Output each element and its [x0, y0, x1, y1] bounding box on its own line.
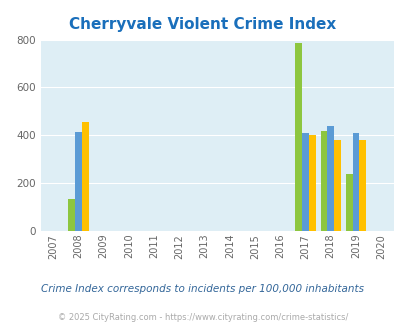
Bar	[308, 135, 315, 231]
Bar	[68, 199, 75, 231]
Bar	[345, 174, 352, 231]
Bar	[75, 132, 82, 231]
Bar	[333, 140, 340, 231]
Bar	[320, 131, 326, 231]
Bar	[294, 43, 301, 231]
Bar	[326, 126, 333, 231]
Text: Crime Index corresponds to incidents per 100,000 inhabitants: Crime Index corresponds to incidents per…	[41, 284, 364, 294]
Text: Cherryvale Violent Crime Index: Cherryvale Violent Crime Index	[69, 16, 336, 31]
Bar	[352, 133, 358, 231]
Text: © 2025 CityRating.com - https://www.cityrating.com/crime-statistics/: © 2025 CityRating.com - https://www.city…	[58, 313, 347, 322]
Bar	[82, 122, 88, 231]
Bar	[301, 133, 308, 231]
Bar	[358, 140, 365, 231]
